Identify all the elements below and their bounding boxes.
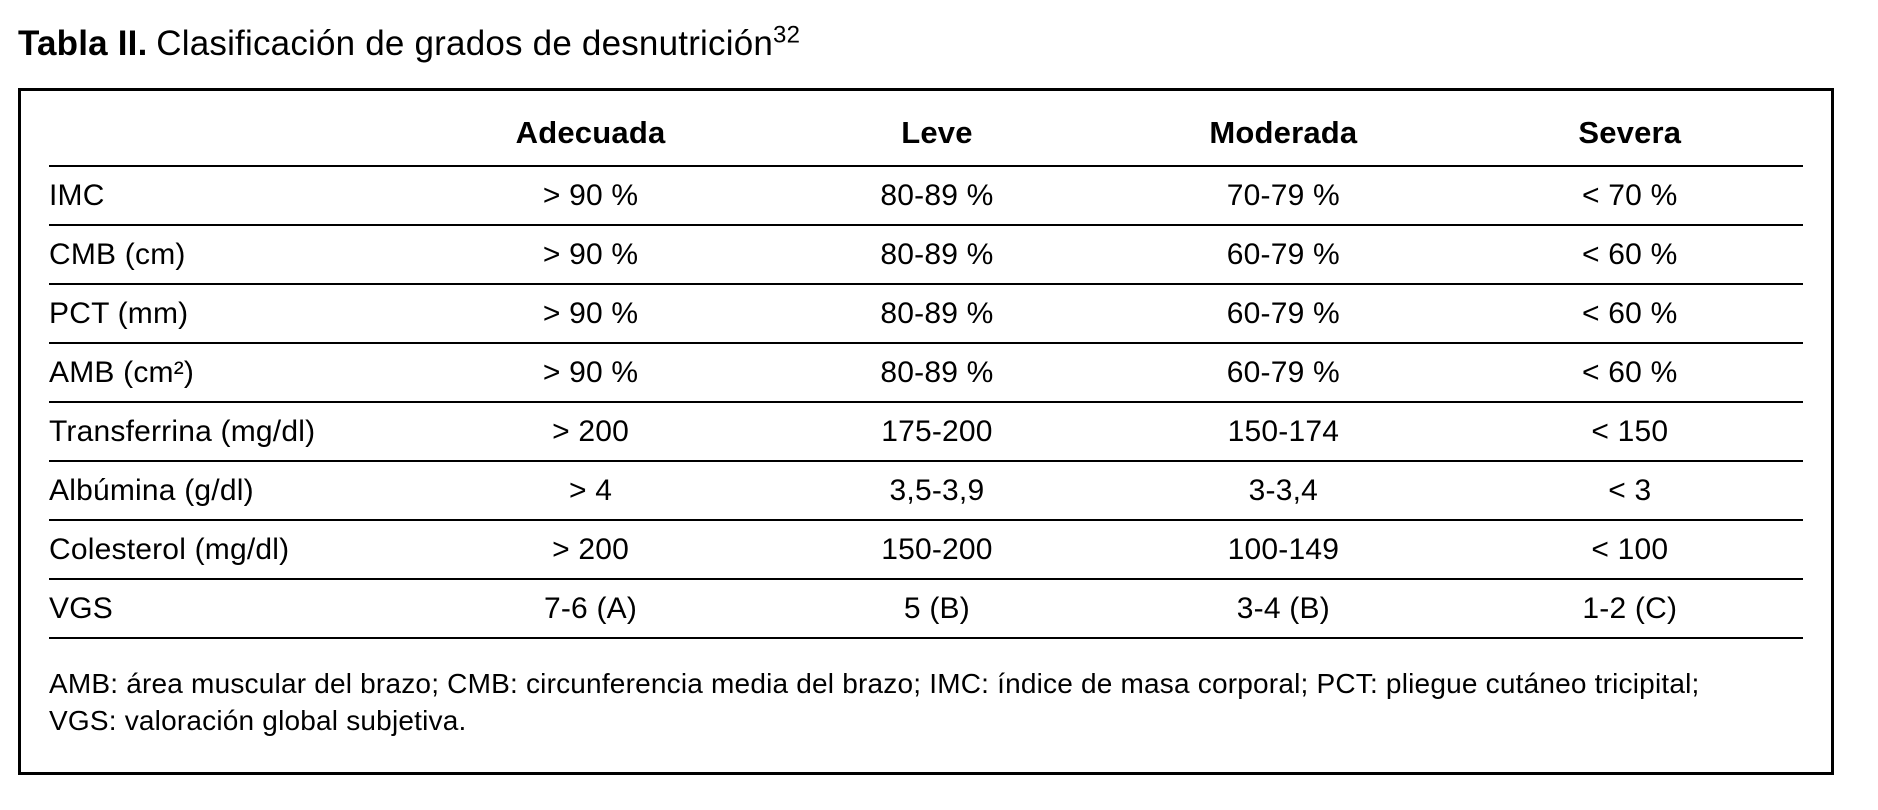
cell-value: > 90 % bbox=[417, 225, 764, 285]
table-row: PCT (mm) > 90 % 80-89 % 60-79 % < 60 % bbox=[49, 284, 1803, 344]
table-container: Adecuada Leve Moderada Severa IMC > 90 %… bbox=[18, 88, 1834, 775]
cell-value: 80-89 % bbox=[763, 166, 1111, 226]
cell-value: > 90 % bbox=[417, 343, 764, 403]
cell-value: 80-89 % bbox=[763, 284, 1111, 344]
table-row: Colesterol (mg/dl) > 200 150-200 100-149… bbox=[49, 520, 1803, 580]
cell-value: < 100 bbox=[1456, 520, 1803, 580]
cell-value: > 200 bbox=[417, 402, 764, 462]
row-label: IMC bbox=[49, 166, 418, 226]
cell-value: 150-200 bbox=[763, 520, 1111, 580]
header-cell-severa: Severa bbox=[1456, 91, 1803, 167]
row-label: VGS bbox=[49, 579, 418, 639]
cell-value: 70-79 % bbox=[1110, 166, 1457, 226]
table-row: CMB (cm) > 90 % 80-89 % 60-79 % < 60 % bbox=[49, 225, 1803, 285]
cell-value: 3-4 (B) bbox=[1110, 579, 1457, 639]
cell-value: 80-89 % bbox=[763, 343, 1111, 403]
cell-value: > 200 bbox=[417, 520, 764, 580]
footnote-line-2: VGS: valoración global subjetiva. bbox=[49, 705, 467, 736]
row-label: AMB (cm²) bbox=[49, 343, 418, 403]
row-label: Colesterol (mg/dl) bbox=[49, 520, 418, 580]
table-row: IMC > 90 % 80-89 % 70-79 % < 70 % bbox=[49, 166, 1803, 226]
table-title: Tabla II. Clasificación de grados de desn… bbox=[18, 21, 801, 64]
cell-value: 100-149 bbox=[1110, 520, 1457, 580]
cell-value: < 150 bbox=[1456, 402, 1803, 462]
cell-value: < 60 % bbox=[1456, 225, 1803, 285]
cell-value: 1-2 (C) bbox=[1456, 579, 1803, 639]
cell-value: 5 (B) bbox=[763, 579, 1111, 639]
row-label: PCT (mm) bbox=[49, 284, 418, 344]
header-row: Adecuada Leve Moderada Severa bbox=[49, 91, 1803, 167]
cell-value: > 4 bbox=[417, 461, 764, 521]
row-label: CMB (cm) bbox=[49, 225, 418, 285]
cell-value: 7-6 (A) bbox=[417, 579, 764, 639]
header-cell-adecuada: Adecuada bbox=[417, 91, 764, 167]
table-row: Transferrina (mg/dl) > 200 175-200 150-1… bbox=[49, 402, 1803, 462]
footnote-line-1: AMB: área muscular del brazo; CMB: circu… bbox=[49, 668, 1700, 699]
cell-value: < 70 % bbox=[1456, 166, 1803, 226]
reference-superscript: 32 bbox=[773, 21, 801, 49]
cell-value: < 3 bbox=[1456, 461, 1803, 521]
cell-value: 3-3,4 bbox=[1110, 461, 1457, 521]
cell-value: > 90 % bbox=[417, 166, 764, 226]
header-cell-moderada: Moderada bbox=[1110, 91, 1457, 167]
table-row: Albúmina (g/dl) > 4 3,5-3,9 3-3,4 < 3 bbox=[49, 461, 1803, 521]
header-cell-leve: Leve bbox=[763, 91, 1111, 167]
abbreviations-footnote: AMB: área muscular del brazo; CMB: circu… bbox=[49, 665, 1803, 739]
cell-value: > 90 % bbox=[417, 284, 764, 344]
cell-value: 60-79 % bbox=[1110, 284, 1457, 344]
cell-value: < 60 % bbox=[1456, 343, 1803, 403]
header-cell-empty bbox=[49, 91, 418, 167]
cell-value: < 60 % bbox=[1456, 284, 1803, 344]
row-label: Transferrina (mg/dl) bbox=[49, 402, 418, 462]
classification-table: Adecuada Leve Moderada Severa IMC > 90 %… bbox=[49, 91, 1803, 639]
cell-value: 60-79 % bbox=[1110, 343, 1457, 403]
table-title-label: Tabla II. bbox=[18, 24, 148, 63]
table-title-caption: Clasificación de grados de desnutrición bbox=[156, 24, 774, 63]
cell-value: 3,5-3,9 bbox=[763, 461, 1111, 521]
row-label: Albúmina (g/dl) bbox=[49, 461, 418, 521]
cell-value: 175-200 bbox=[763, 402, 1111, 462]
table-row: AMB (cm²) > 90 % 80-89 % 60-79 % < 60 % bbox=[49, 343, 1803, 403]
cell-value: 60-79 % bbox=[1110, 225, 1457, 285]
cell-value: 80-89 % bbox=[763, 225, 1111, 285]
table-row: VGS 7-6 (A) 5 (B) 3-4 (B) 1-2 (C) bbox=[49, 579, 1803, 639]
cell-value: 150-174 bbox=[1110, 402, 1457, 462]
